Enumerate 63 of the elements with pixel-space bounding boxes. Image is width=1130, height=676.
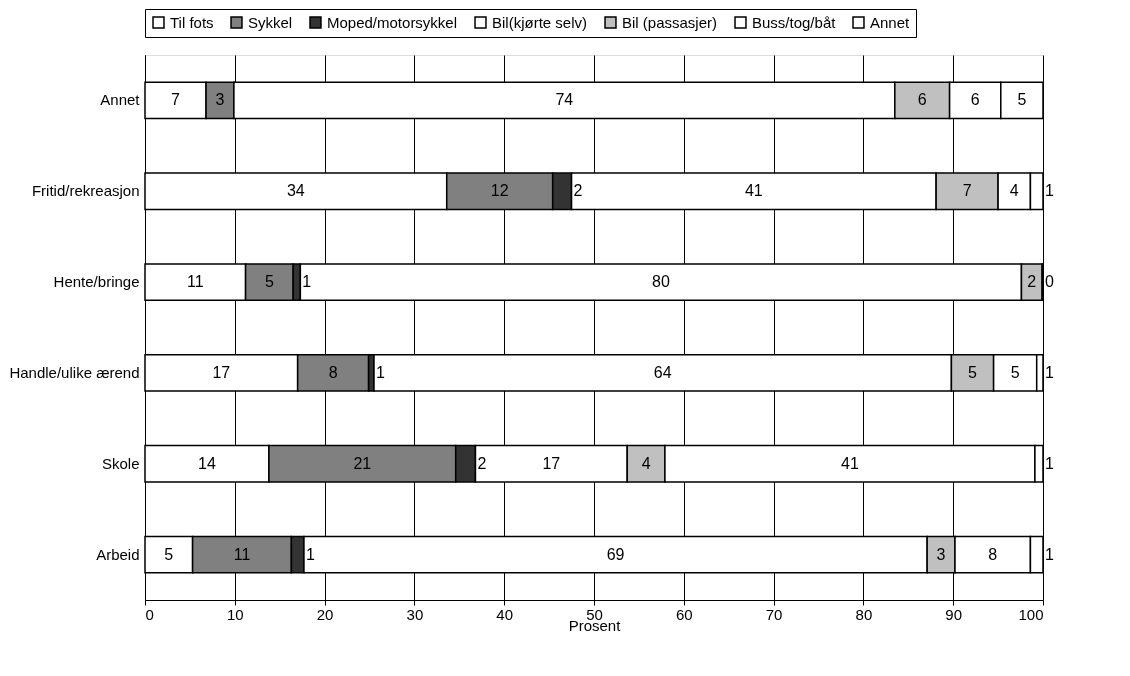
y-tick-label: Hente/bringe <box>53 273 140 291</box>
data-label: 0 <box>1045 273 1054 291</box>
data-label: 1 <box>1045 545 1054 563</box>
data-label: 4 <box>1009 182 1019 200</box>
data-label: 11 <box>186 273 204 291</box>
data-label: 1 <box>1045 363 1054 381</box>
data-label: 11 <box>233 545 251 563</box>
x-tick-label: 80 <box>855 605 873 623</box>
x-tick-label: 100 <box>1018 605 1044 623</box>
data-label: 17 <box>542 454 561 472</box>
data-label: 1 <box>1045 454 1054 472</box>
x-tick-label: 20 <box>316 605 334 623</box>
legend-label: Buss/tog/båt <box>752 13 837 31</box>
data-label: 5 <box>164 545 174 563</box>
data-label: 1 <box>302 273 312 291</box>
data-label: 5 <box>264 273 274 291</box>
data-label: 4 <box>641 454 651 472</box>
x-tick-label: 90 <box>945 605 963 623</box>
legend-label: Annet <box>870 13 911 31</box>
legend-label: Sykkel <box>248 13 293 31</box>
data-label: 6 <box>970 91 980 109</box>
data-label: 12 <box>490 182 509 200</box>
x-tick-label: 0 <box>145 605 154 623</box>
y-tick-label: Fritid/rekreasjon <box>31 182 140 200</box>
y-tick-label: Annet <box>100 91 141 109</box>
x-tick-label: 10 <box>226 605 244 623</box>
data-label: 14 <box>198 454 216 472</box>
y-tick-label: Skole <box>101 454 140 472</box>
data-label: 7 <box>171 91 181 109</box>
legend-label: Moped/motorsykkel <box>327 13 458 31</box>
data-label: 1 <box>375 363 385 381</box>
data-label: 69 <box>606 545 625 563</box>
data-label: 74 <box>555 91 574 109</box>
data-label: 21 <box>353 454 372 472</box>
x-tick-label: 60 <box>675 605 693 623</box>
data-label: 3 <box>215 91 225 109</box>
data-label: 3 <box>936 545 946 563</box>
data-label: 41 <box>841 454 859 472</box>
x-tick-label: 70 <box>765 605 783 623</box>
data-label: 1 <box>305 545 315 563</box>
data-label: 64 <box>653 363 672 381</box>
data-label: 5 <box>968 363 978 381</box>
y-tick-label: Arbeid <box>96 545 140 563</box>
data-label: 5 <box>1017 91 1027 109</box>
data-label: 2 <box>477 454 487 472</box>
data-label: 41 <box>744 182 763 200</box>
x-tick-label: 30 <box>406 605 424 623</box>
data-label: 34 <box>286 182 305 200</box>
data-label: 8 <box>328 363 338 381</box>
data-label: 80 <box>652 273 670 291</box>
x-tick-label: 40 <box>496 605 514 623</box>
legend-label: Bil (passasjer) <box>622 13 718 31</box>
data-label: 6 <box>917 91 927 109</box>
data-label: 1 <box>1045 182 1054 200</box>
data-label: 8 <box>988 545 998 563</box>
data-label: 5 <box>1010 363 1020 381</box>
legend-label: Bil(kjørte selv) <box>492 13 588 31</box>
data-label: 7 <box>962 182 972 200</box>
y-tick-label: Handle/ulike ærend <box>9 363 140 381</box>
legend-label: Til fots <box>170 13 214 31</box>
data-label: 2 <box>1027 273 1037 291</box>
data-label: 2 <box>573 182 583 200</box>
data-label: 17 <box>212 363 231 381</box>
